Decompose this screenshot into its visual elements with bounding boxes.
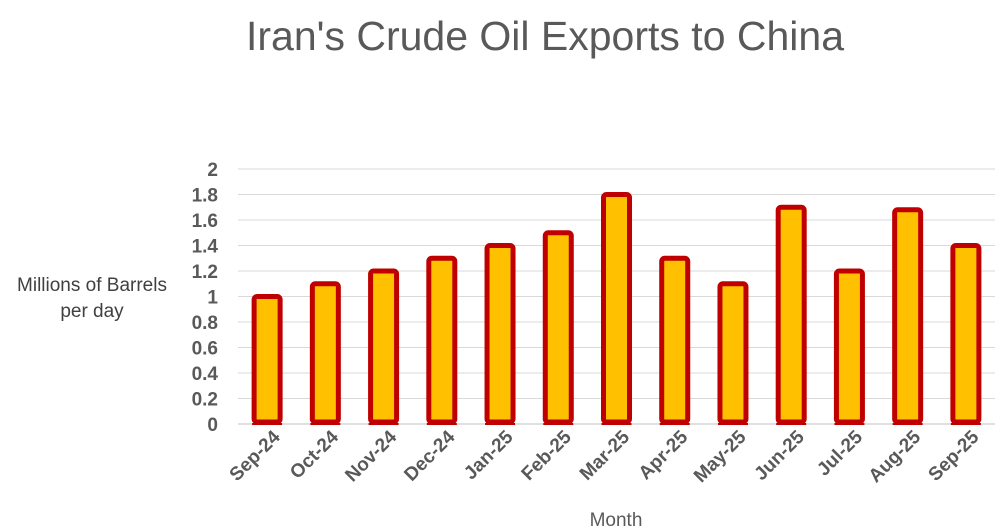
y-tick-label: 1.8 (192, 186, 218, 207)
y-tick-label: 2 (207, 160, 218, 181)
x-tick-label: Oct-24 (286, 426, 343, 483)
bar-feb-25 (542, 230, 574, 425)
y-tick-label: 1.2 (192, 262, 218, 283)
bars (251, 192, 982, 425)
y-axis-label-line-2: per day (60, 301, 124, 322)
bar-sep-25 (950, 243, 982, 425)
x-tick-label: Nov-24 (341, 426, 401, 486)
x-tick-label: Mar-25 (576, 426, 634, 484)
bar-nov-24 (368, 268, 400, 425)
y-tick-label: 0.2 (192, 390, 218, 411)
bar-apr-25 (659, 255, 691, 425)
bar-jul-25 (833, 268, 865, 425)
x-tick-label: Sep-24 (226, 426, 285, 485)
y-axis-label: Millions of Barrels per day (17, 275, 167, 322)
x-tick-label: Apr-25 (635, 426, 693, 484)
bar-dec-24 (426, 255, 458, 425)
bar-jun-25 (775, 204, 807, 425)
x-tick-label: Sep-25 (925, 426, 984, 485)
y-axis-ticks: 0 0.2 0.4 0.6 0.8 1 1.2 1.4 1.6 1.8 2 (192, 160, 219, 436)
x-tick-label: Aug-25 (865, 426, 926, 487)
x-tick-label: Jan-25 (460, 426, 518, 484)
y-tick-label: 0.6 (192, 339, 218, 360)
bar-mar-25 (601, 192, 632, 425)
y-tick-label: 0 (207, 415, 218, 436)
bar-jan-25 (484, 243, 516, 425)
x-tick-label: Dec-24 (400, 426, 459, 485)
y-tick-label: 1 (207, 288, 218, 309)
bar-oct-24 (309, 281, 341, 425)
x-tick-label: Feb-25 (518, 426, 576, 484)
y-axis-label-line-1: Millions of Barrels (17, 275, 167, 296)
x-tick-label: May-25 (690, 426, 751, 487)
y-tick-label: 1.4 (192, 237, 219, 258)
y-tick-label: 0.8 (192, 313, 218, 334)
y-tick-label: 0.4 (192, 364, 219, 385)
bar-aug-25 (892, 207, 924, 425)
x-tick-label: Jul-25 (813, 426, 867, 480)
chart-title: Iran's Crude Oil Exports to China (246, 13, 844, 59)
x-tick-label: Jun-25 (751, 426, 809, 484)
bar-sep-24 (251, 294, 283, 425)
x-axis-label: Month (590, 510, 643, 531)
bar-may-25 (717, 281, 749, 425)
y-tick-label: 1.6 (192, 211, 218, 232)
